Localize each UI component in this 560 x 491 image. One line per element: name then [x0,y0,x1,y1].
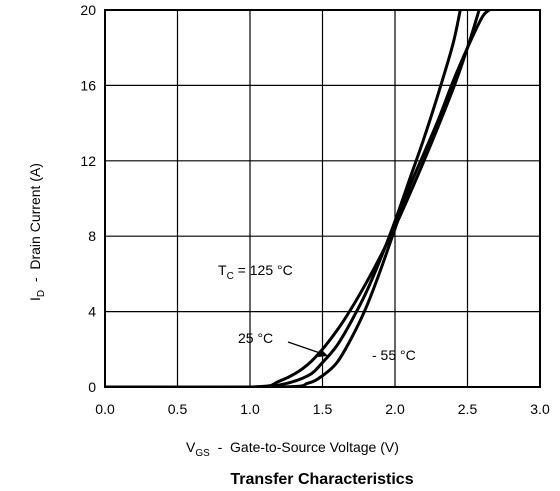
y-axis-label: ID - Drain Current (A) [27,163,47,301]
annotation-25c-arrowhead [318,349,328,357]
series-line-minus55c [105,10,491,387]
annotation-minus55c: - 55 °C [372,347,416,363]
y-tick-label-1: 4 [88,304,96,320]
x-tick-labels: 0.0 0.5 1.0 1.5 2.0 2.5 3.0 [95,401,550,417]
plot-frame [104,9,541,388]
annotation-25c: 25 °C [238,330,273,346]
chart-title: Transfer Characteristics [230,471,413,488]
x-tick-label-6: 3.0 [530,401,550,417]
y-tick-label-5: 20 [80,2,96,18]
series-group [105,10,491,387]
annotation-125c: TC = 125 °C [218,262,293,282]
y-tick-labels: 0 4 8 12 16 20 [80,2,96,395]
x-axis-label: VGS - Gate-to-Source Voltage (V) [186,439,399,459]
y-tick-label-4: 16 [80,77,96,93]
y-tick-label-0: 0 [88,379,96,395]
series-line-125c [105,10,481,387]
x-tick-label-4: 2.0 [385,401,405,417]
series-line-25c [105,10,462,387]
grid [104,9,541,388]
x-tick-label-3: 1.5 [313,401,333,417]
y-tick-label-3: 12 [80,153,96,169]
x-tick-label-5: 2.5 [458,401,478,417]
x-tick-label-2: 1.0 [240,401,260,417]
x-tick-label-0: 0.0 [95,401,115,417]
x-tick-label-1: 0.5 [168,401,188,417]
annotation-25c-arrow [287,341,321,354]
y-tick-label-2: 8 [88,228,96,244]
